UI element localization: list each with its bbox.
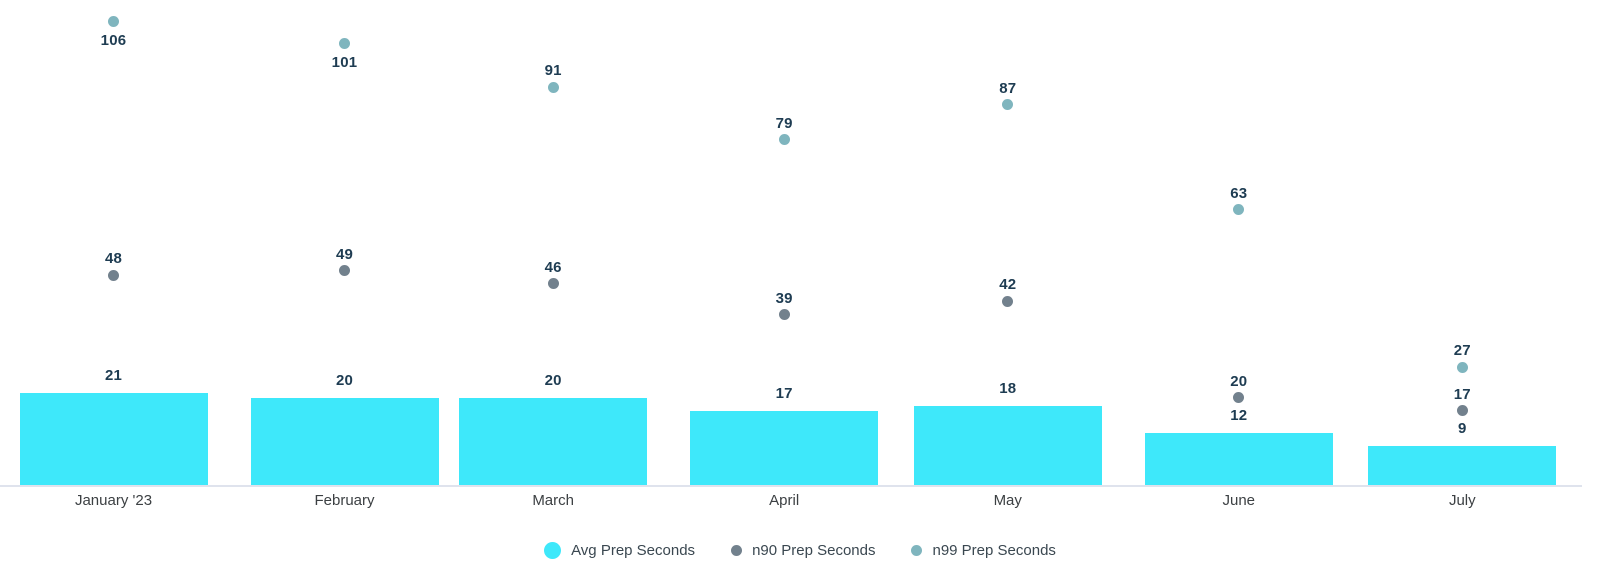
n99-value-label: 101 (331, 53, 358, 71)
legend-marker-icon (731, 545, 743, 556)
avg-prep-value-label: 17 (775, 384, 793, 402)
legend-label: Avg Prep Seconds (571, 542, 696, 559)
avg-prep-value-label: 20 (335, 371, 354, 389)
legend-item-n90[interactable]: n90 Prep Seconds (731, 542, 875, 559)
x-axis-label: May (993, 492, 1022, 509)
avg-prep-bar (1144, 432, 1333, 485)
n90-dot (339, 265, 350, 277)
avg-prep-value-label: 20 (544, 371, 562, 389)
n90-value-label: 46 (544, 258, 562, 276)
n90-value-label: 17 (1453, 385, 1471, 403)
x-axis-label: April (769, 492, 800, 509)
x-axis-label: June (1222, 492, 1256, 509)
legend-label: n90 Prep Seconds (752, 542, 876, 559)
n90-value-label: 20 (1230, 372, 1248, 390)
avg-prep-bar (1368, 445, 1557, 485)
x-axis-label: January '23 (74, 492, 153, 509)
n90-value-label: 39 (775, 289, 793, 307)
n99-dot (1233, 204, 1245, 216)
n90-dot (547, 278, 559, 290)
avg-prep-bar (459, 397, 648, 485)
n99-value-label: 91 (544, 62, 562, 80)
avg-prep-bar (250, 397, 439, 485)
n90-dot (778, 309, 790, 321)
x-axis-label: February (314, 492, 375, 509)
n99-value-label: 63 (1230, 184, 1248, 202)
n99-dot (1456, 361, 1468, 373)
avg-prep-bar (690, 410, 879, 485)
n90-dot (1233, 392, 1245, 404)
n99-dot (108, 16, 119, 28)
avg-prep-value-label: 12 (1230, 406, 1248, 424)
n99-dot (778, 134, 790, 146)
n90-value-label: 48 (104, 250, 123, 268)
x-axis-label: March (532, 492, 574, 509)
n90-dot (108, 269, 119, 281)
n99-dot (547, 81, 559, 93)
n99-value-label: 87 (999, 79, 1017, 97)
n99-value-label: 79 (775, 114, 793, 132)
avg-prep-value-label: 21 (104, 367, 123, 385)
n90-value-label: 49 (335, 245, 354, 263)
avg-prep-value-label: 18 (999, 380, 1017, 398)
avg-prep-value-label: 9 (1458, 419, 1467, 437)
n90-dot (1002, 295, 1014, 307)
n90-dot (1456, 405, 1468, 417)
legend-marker-icon (544, 542, 562, 559)
legend: Avg Prep Seconds n90 Prep Seconds n99 Prep… (0, 542, 1600, 559)
n99-dot (1002, 99, 1014, 111)
n99-value-label: 106 (100, 31, 127, 49)
legend-label: n99 Prep Seconds (932, 542, 1056, 559)
n90-value-label: 42 (999, 276, 1017, 294)
avg-prep-bar (19, 393, 208, 485)
legend-item-avg[interactable]: Avg Prep Seconds (544, 542, 695, 559)
x-axis-line (0, 485, 1582, 487)
n99-dot (339, 38, 350, 50)
x-axis-label: July (1448, 492, 1476, 509)
legend-item-n99[interactable]: n99 Prep Seconds (911, 542, 1056, 559)
n99-value-label: 27 (1453, 342, 1471, 359)
avg-prep-bar (913, 406, 1102, 485)
legend-marker-icon (911, 545, 923, 556)
